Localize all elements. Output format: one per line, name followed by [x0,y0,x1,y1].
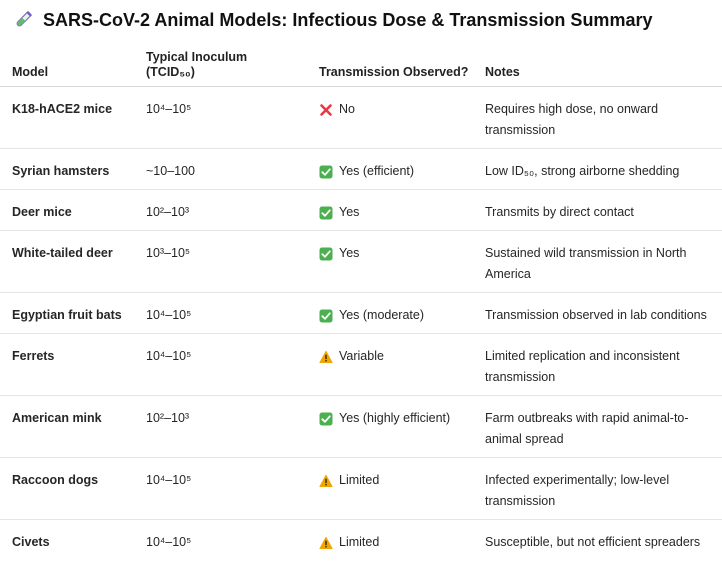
transmission-cell: Yes [319,243,359,264]
model-name: American mink [12,411,102,425]
notes-text: Farm outbreaks with rapid animal-to-anim… [485,411,689,446]
table-row: Syrian hamsters ~10–100 Yes (efficient) Low… [0,149,722,190]
warning-icon [319,474,333,487]
inoculum-value: 10⁴–10⁵ [146,349,192,363]
check-box-icon [319,247,333,260]
inoculum-value: ~10–100 [146,164,196,178]
table-row: K18-hACE2 mice 10⁴–10⁵ No Requires high dos… [0,87,722,149]
notes-text: Transmits by direct contact [485,205,634,219]
model-name: K18-hACE2 mice [12,102,113,116]
page-title: SARS-CoV-2 Animal Models: Infectious Dos… [12,9,652,31]
transmission-cell: No [319,99,355,120]
inoculum-value: 10⁴–10⁵ [146,102,192,116]
transmission-label: Yes [339,205,360,219]
transmission-label: Limited [339,473,380,487]
model-name: Syrian hamsters [12,164,110,178]
check-box-icon [319,309,333,322]
warning-icon [319,350,333,363]
transmission-cell: Limited [319,532,379,553]
notes-text: Infected experimentally; low-level trans… [485,473,670,508]
transmission-label: Yes (highly efficient) [339,411,451,425]
table-body: K18-hACE2 mice 10⁴–10⁵ No Requires high dos… [0,87,722,560]
header-transmission: Transmission Observed? [319,65,469,79]
transmission-label: Variable [339,349,384,363]
transmission-cell: Limited [319,470,379,491]
model-name: Deer mice [12,205,72,219]
table-row: Civets 10⁴–10⁵ Limited Susceptible, but not… [0,520,722,560]
transmission-label: Yes [339,246,360,260]
transmission-label: Yes (efficient) [339,164,415,178]
notes-text: Sustained wild transmission in North Ame… [485,246,687,281]
table-row: White-tailed deer 10³–10⁵ Yes Sustained wil… [0,231,722,293]
summary-table: Model Typical Inoculum (TCID₅₀) Transmis… [0,44,722,560]
table-header: Model Typical Inoculum (TCID₅₀) Transmis… [0,44,722,87]
inoculum-value: 10⁴–10⁵ [146,308,192,322]
inoculum-value: 10⁴–10⁵ [146,473,192,487]
notes-text: Transmission observed in lab conditions [485,308,707,322]
inoculum-value: 10²–10³ [146,205,190,219]
model-name: Civets [12,535,50,549]
warning-icon [319,536,333,549]
check-box-icon [319,412,333,425]
table-row: American mink 10²–10³ Yes (highly efficien… [0,396,722,458]
model-name: Ferrets [12,349,55,363]
red-x-icon [320,103,332,116]
transmission-cell: Yes (moderate) [319,305,424,326]
header-inoculum-unit: (TCID₅₀) [146,65,195,79]
transmission-label: Limited [339,535,380,549]
table-row: Egyptian fruit bats 10⁴–10⁵ Yes (moderate)… [0,293,722,334]
test-tube-icon [16,11,32,27]
transmission-cell: Variable [319,346,384,367]
transmission-cell: Yes (efficient) [319,161,414,182]
notes-text: Low ID₅₀, strong airborne shedding [485,164,680,178]
header-notes: Notes [485,65,520,79]
notes-text: Limited replication and inconsistent tra… [485,349,680,384]
header-inoculum: Typical Inoculum [146,50,248,64]
notes-text: Requires high dose, no onward transmissi… [485,102,659,137]
transmission-cell: Yes [319,202,359,223]
notes-text: Susceptible, but not efficient spreaders [485,535,701,549]
check-box-icon [319,206,333,219]
table-row: Raccoon dogs 10⁴–10⁵ Limited Infected exper… [0,458,722,520]
transmission-label: No [339,102,355,116]
model-name: Raccoon dogs [12,473,99,487]
inoculum-value: 10³–10⁵ [146,246,191,260]
page-title-text: SARS-CoV-2 Animal Models: Infectious Dos… [43,9,653,30]
model-name: Egyptian fruit bats [12,308,122,322]
transmission-label: Yes (moderate) [339,308,424,322]
check-box-icon [319,165,333,178]
model-name: White-tailed deer [12,246,113,260]
table-row: Deer mice 10²–10³ Yes Transmits by direct c… [0,190,722,231]
inoculum-value: 10⁴–10⁵ [146,535,192,549]
transmission-cell: Yes (highly efficient) [319,408,450,429]
inoculum-value: 10²–10³ [146,411,190,425]
table-row: Ferrets 10⁴–10⁵ Variable Limited replicatio… [0,334,722,396]
header-model: Model [12,65,49,79]
